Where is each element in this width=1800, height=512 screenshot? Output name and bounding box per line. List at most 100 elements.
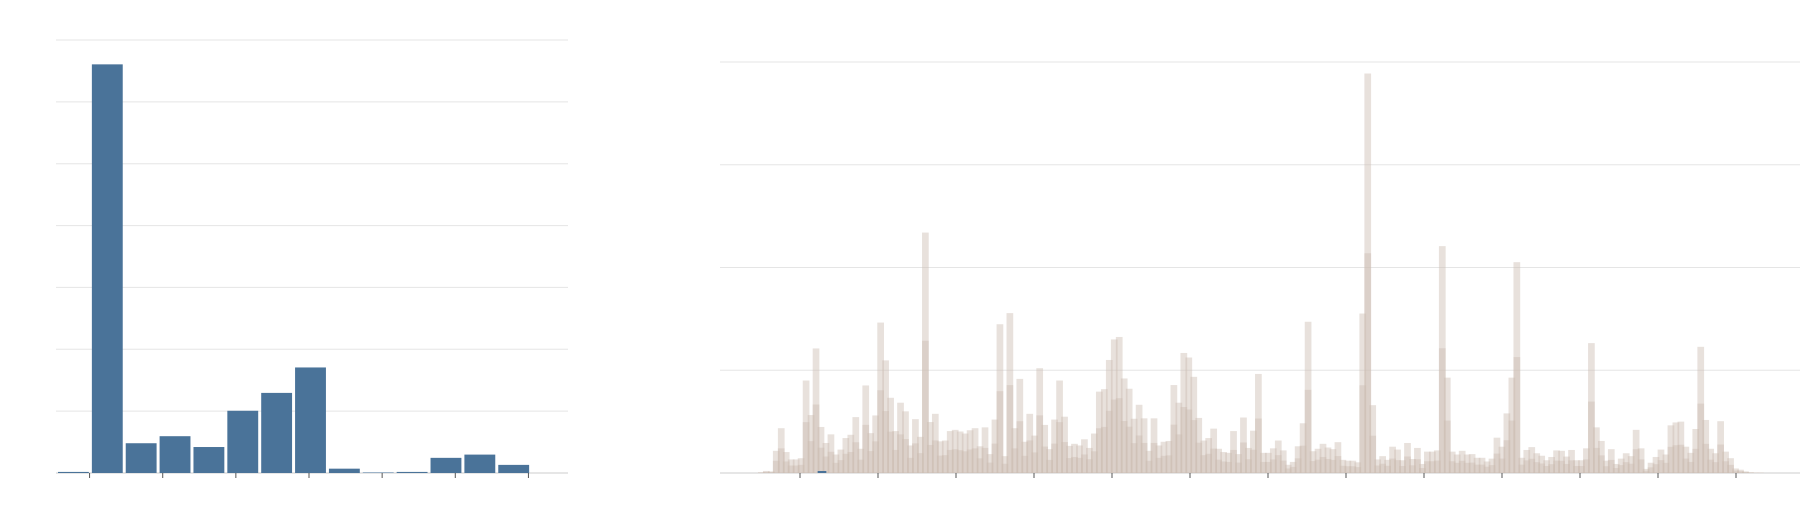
timeline-bar (1284, 464, 1292, 473)
timeline-bar-overlap (1389, 458, 1396, 473)
timeline-bar (1344, 460, 1352, 473)
timeline-bar-overlap (1463, 462, 1471, 473)
timeline-bar-overlap (1493, 453, 1501, 473)
timeline-bar (1637, 448, 1645, 473)
timeline-bar (887, 397, 894, 473)
timeline-bar-overlap (1344, 466, 1352, 473)
timeline-bar-overlap (1264, 461, 1272, 473)
timeline-bar-overlap (1294, 458, 1302, 473)
timeline-bar-overlap (1597, 455, 1605, 473)
timeline-bar (1563, 456, 1570, 473)
timeline-bar (1299, 423, 1307, 473)
timeline-bar-overlap (1687, 461, 1695, 473)
timeline-bar-overlap (1548, 464, 1555, 473)
timeline-bar (837, 449, 845, 473)
timeline-bar (1607, 449, 1615, 473)
timeline-bar (1642, 468, 1650, 473)
timeline-bar-overlap (1165, 455, 1173, 473)
timeline-bar (1105, 359, 1113, 473)
timeline-bar (1215, 448, 1222, 473)
timeline-bar-overlap (926, 444, 934, 473)
timeline-bar-overlap (1160, 455, 1168, 473)
timeline-bar-overlap (1006, 385, 1014, 473)
timeline-bar (1081, 439, 1088, 473)
timeline-bar (1160, 441, 1168, 473)
timeline-bar-overlap (1414, 459, 1421, 473)
timeline-bar (1364, 73, 1372, 474)
timeline-bar-overlap (1622, 462, 1630, 473)
timeline-bar (812, 348, 820, 473)
timeline-bar-overlap (1632, 449, 1640, 473)
timeline-bar (1294, 446, 1302, 473)
timeline-bar (1593, 427, 1600, 473)
timeline-bar-overlap (1255, 418, 1262, 473)
timeline-bar (1145, 450, 1153, 473)
timeline-bar (867, 433, 875, 473)
timeline-highlight-mark (817, 471, 827, 473)
timeline-bar (1309, 451, 1317, 473)
timeline-bar (1597, 440, 1605, 473)
timeline-bar-overlap (1046, 459, 1053, 473)
timeline-bar (1428, 451, 1436, 473)
timeline-bar (1185, 357, 1193, 473)
timeline-bar (1588, 343, 1595, 473)
timeline-bar-overlap (922, 340, 929, 473)
timeline-bar-overlap (1220, 461, 1227, 473)
timeline-bar-overlap (1289, 466, 1297, 473)
timeline-bar (1632, 429, 1640, 473)
timeline-bar-overlap (1329, 459, 1337, 473)
timeline-bar-overlap (1374, 465, 1382, 473)
timeline-bar (1225, 452, 1232, 473)
timeline-bar-overlap (1617, 465, 1625, 473)
timeline-bar-overlap (981, 447, 989, 473)
timeline-bar-overlap (1076, 457, 1083, 473)
timeline-bar-overlap (1155, 457, 1163, 473)
timeline-bar-overlap (1319, 456, 1327, 473)
timeline-bar (1011, 428, 1019, 473)
timeline-bar-overlap (1150, 442, 1158, 473)
timeline-bar-overlap (931, 440, 939, 473)
timeline-bar-overlap (1031, 452, 1039, 473)
timeline-bar-overlap (837, 460, 845, 473)
timeline-bar-overlap (1225, 461, 1232, 473)
timeline-bar (777, 428, 785, 473)
timeline-bar (1702, 419, 1710, 473)
timeline-bar-overlap (822, 456, 830, 473)
timeline-bar-overlap (971, 448, 979, 473)
timeline-bar-overlap (1448, 461, 1456, 473)
timeline-bar-overlap (897, 434, 904, 473)
timeline-bar (1334, 442, 1342, 473)
timeline-bar-overlap (1513, 357, 1521, 473)
timeline-bar (996, 324, 1004, 473)
timeline-bar-overlap (1215, 459, 1222, 473)
timeline-bar-overlap (951, 449, 959, 473)
timeline-bar (986, 454, 994, 473)
timeline-bar-overlap (1001, 463, 1009, 473)
timeline-bar (1170, 385, 1178, 473)
histogram-bar (295, 367, 326, 473)
timeline-bar-overlap (1339, 465, 1347, 473)
timeline-bar-overlap (946, 449, 954, 473)
timeline-bar (907, 445, 914, 473)
timeline-bar (1533, 453, 1541, 473)
timeline-bar-overlap (1240, 442, 1247, 473)
timeline-bar-overlap (832, 462, 840, 473)
timeline-bar (956, 431, 964, 473)
timeline-bar (1125, 388, 1133, 473)
timeline-bar-overlap (1424, 461, 1431, 473)
timeline-bar-overlap (996, 391, 1004, 473)
timeline-bar-overlap (1667, 446, 1675, 473)
timeline-bar (792, 459, 800, 473)
timeline-bar (1722, 451, 1729, 473)
timeline-bar (1602, 460, 1610, 473)
timeline-bar-overlap (1488, 465, 1496, 473)
timeline-bar (862, 385, 870, 473)
timeline-bar-overlap (1100, 426, 1108, 473)
timeline-bar (1667, 425, 1675, 473)
timeline-bar (807, 415, 815, 473)
timeline-bar-overlap (1269, 459, 1277, 473)
timeline-bar (1488, 458, 1496, 473)
timeline-bar (1647, 462, 1655, 473)
timeline-bar (1374, 459, 1382, 473)
timeline-bar (758, 472, 765, 473)
